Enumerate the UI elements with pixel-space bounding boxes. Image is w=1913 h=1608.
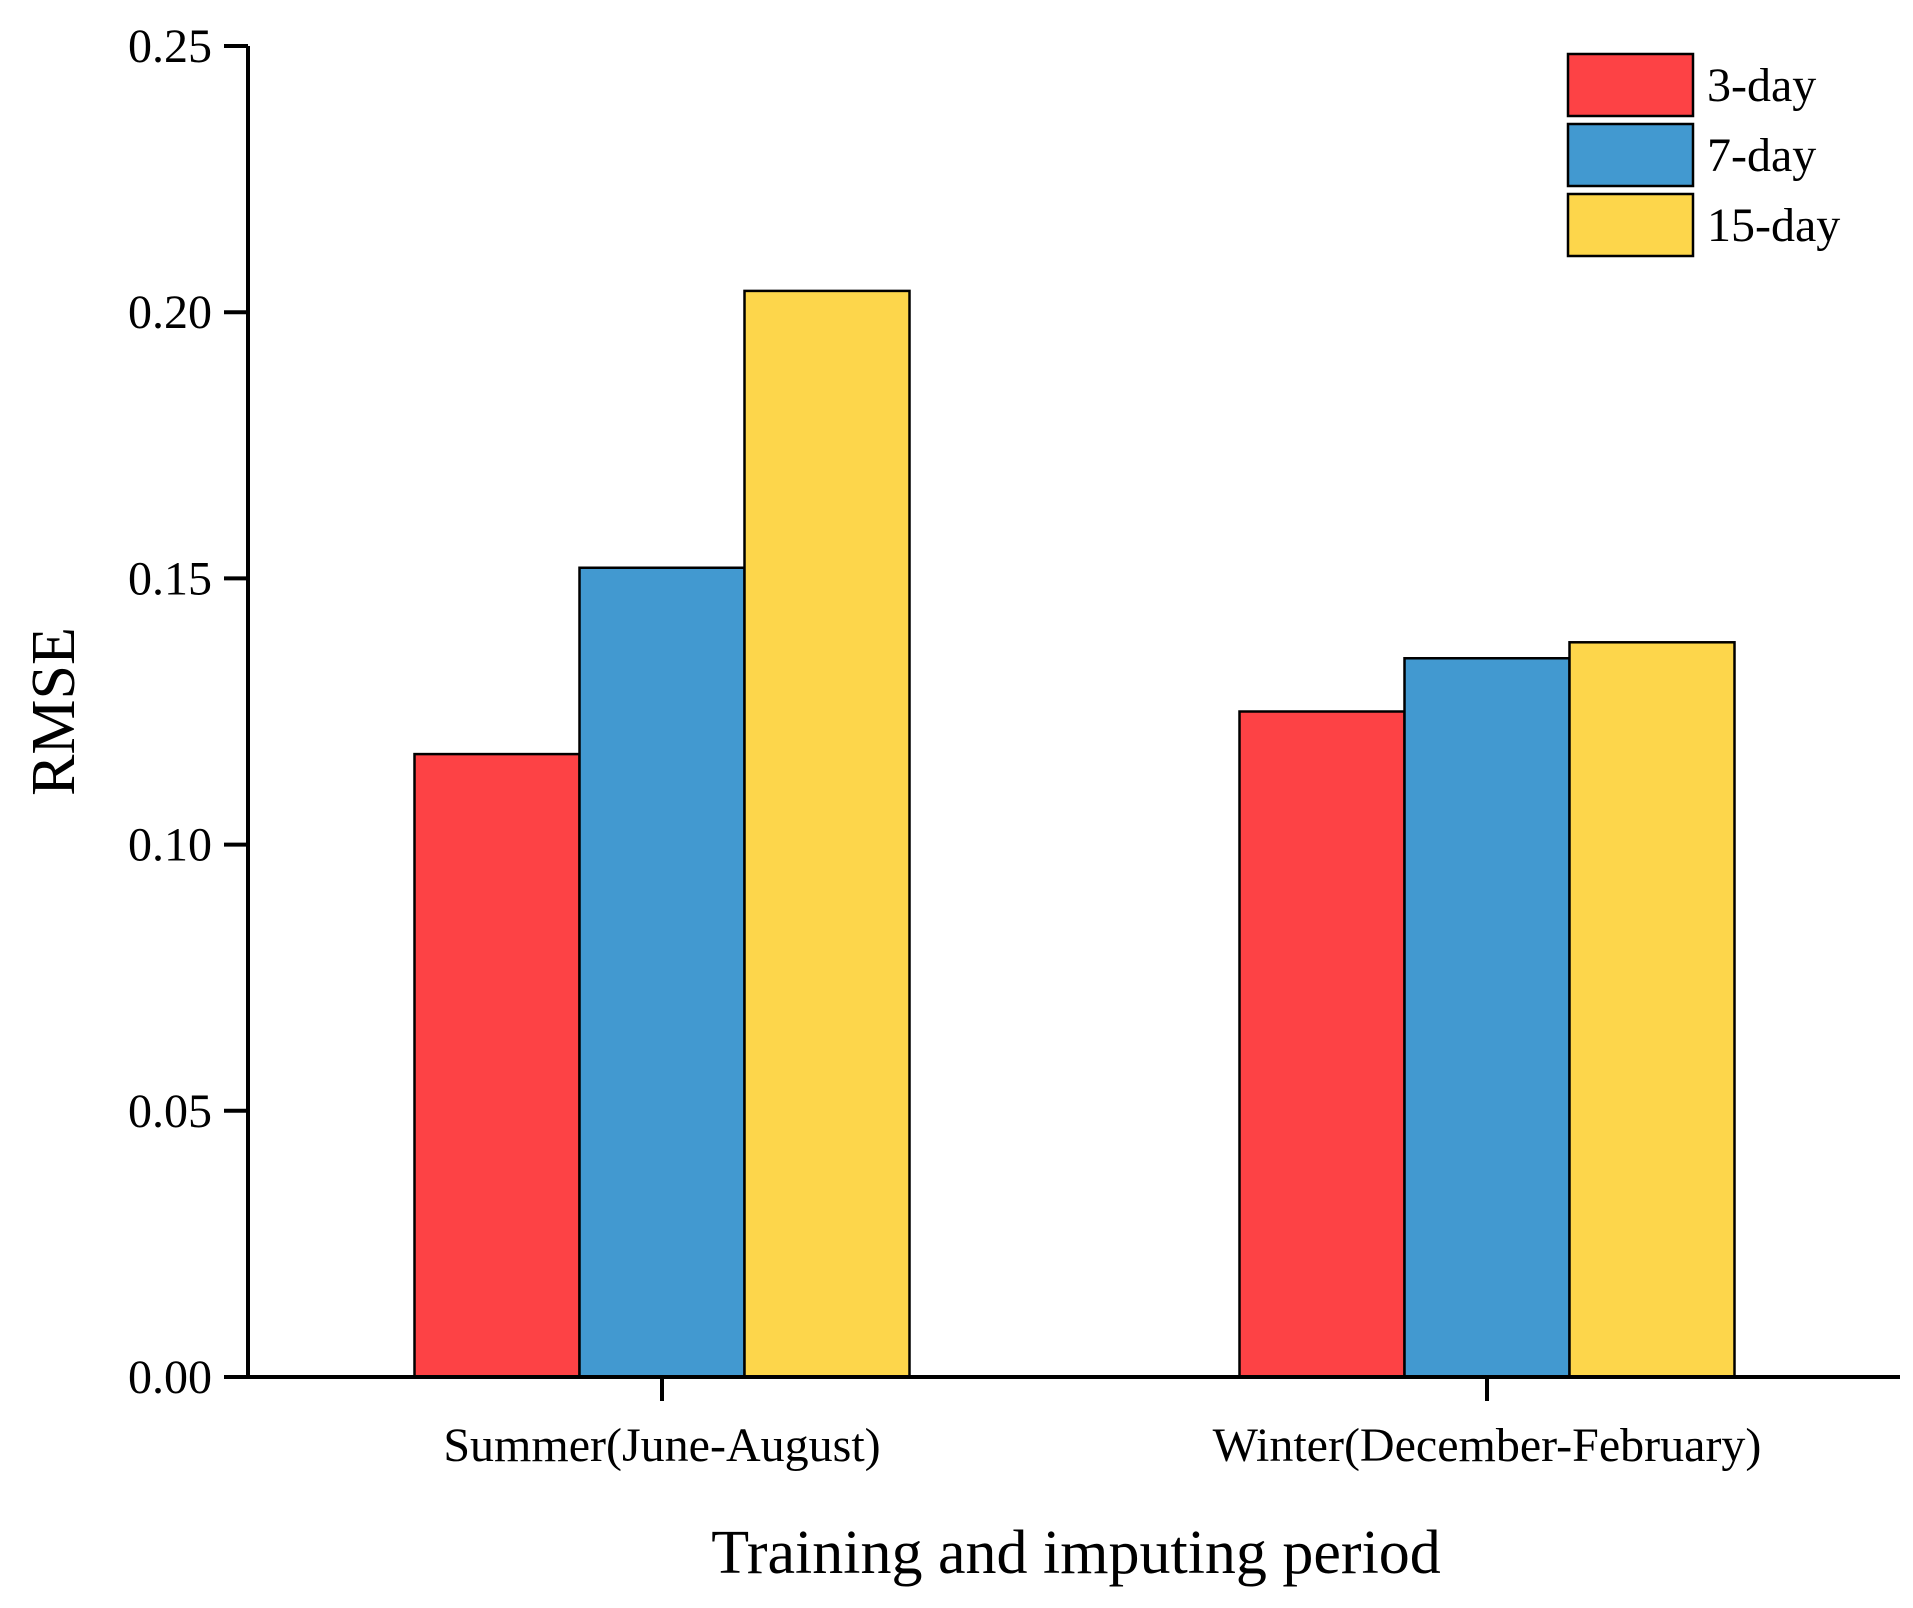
- axes-layer: 0.00 0.05 0.10 0.15 0.20 0.25 Summer(June-Augu…: [128, 20, 1900, 1472]
- legend-swatch-7-day: [1566, 122, 1695, 188]
- legend-swatch-15-day: [1566, 192, 1695, 258]
- legend-label-15-day: 15-day: [1707, 199, 1840, 252]
- bar-15-day-summer: [743, 289, 911, 1379]
- bars-layer: [413, 289, 1736, 1379]
- bar-3-day-winter: [1238, 710, 1406, 1379]
- bar-3-day-summer: [413, 752, 581, 1379]
- x-category-label: Summer(June-August): [443, 1419, 880, 1472]
- bar-7-day-summer: [578, 566, 746, 1379]
- x-category-label: Winter(December-February): [1213, 1419, 1762, 1472]
- y-tick-label: 0.00: [128, 1351, 212, 1404]
- y-axis-title: RMSE: [20, 627, 88, 796]
- y-tick-label: 0.05: [128, 1085, 212, 1138]
- bar-15-day-winter: [1568, 641, 1736, 1379]
- y-tick-label: 0.15: [128, 552, 212, 605]
- y-tick-label: 0.20: [128, 286, 212, 339]
- legend-swatch-3-day: [1566, 52, 1695, 118]
- y-tick-label: 0.10: [128, 819, 212, 872]
- legend-label-3-day: 3-day: [1707, 59, 1816, 112]
- legend: 3-day 7-day 15-day: [1566, 52, 1840, 258]
- y-tick-label: 0.25: [128, 20, 212, 73]
- bar-7-day-winter: [1403, 657, 1571, 1379]
- legend-label-7-day: 7-day: [1707, 129, 1816, 182]
- x-axis-title: Training and imputing period: [711, 1519, 1441, 1587]
